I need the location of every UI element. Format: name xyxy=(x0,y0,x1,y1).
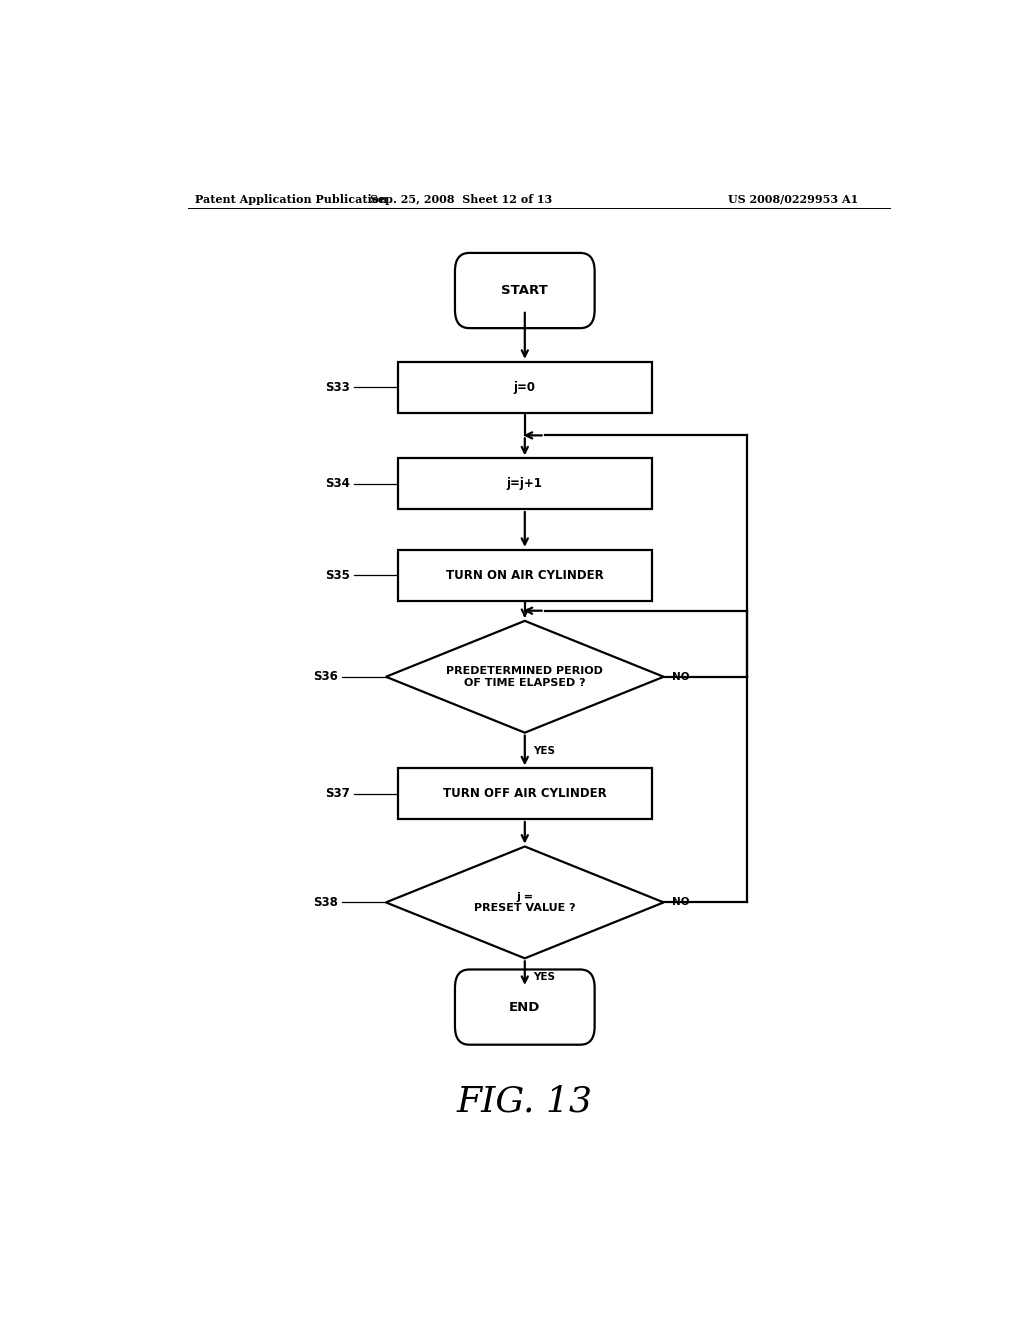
Text: US 2008/0229953 A1: US 2008/0229953 A1 xyxy=(728,194,858,205)
Text: j =
PRESET VALUE ?: j = PRESET VALUE ? xyxy=(474,891,575,913)
FancyBboxPatch shape xyxy=(455,253,595,329)
Text: NO: NO xyxy=(672,898,689,907)
Text: S34: S34 xyxy=(326,477,350,490)
Text: NO: NO xyxy=(672,672,689,681)
Bar xyxy=(397,768,651,818)
Text: S35: S35 xyxy=(326,569,350,582)
Text: FIG. 13: FIG. 13 xyxy=(457,1085,593,1118)
Polygon shape xyxy=(386,846,664,958)
Text: S37: S37 xyxy=(326,787,350,800)
Text: S38: S38 xyxy=(313,896,338,909)
Text: S33: S33 xyxy=(326,380,350,393)
Text: START: START xyxy=(502,284,548,297)
Bar xyxy=(397,458,651,510)
Text: YES: YES xyxy=(532,972,555,982)
Bar xyxy=(397,362,651,412)
Text: Patent Application Publication: Patent Application Publication xyxy=(196,194,388,205)
Polygon shape xyxy=(386,620,664,733)
Text: TURN OFF AIR CYLINDER: TURN OFF AIR CYLINDER xyxy=(443,787,606,800)
Text: Sep. 25, 2008  Sheet 12 of 13: Sep. 25, 2008 Sheet 12 of 13 xyxy=(371,194,552,205)
Text: TURN ON AIR CYLINDER: TURN ON AIR CYLINDER xyxy=(445,569,604,582)
FancyBboxPatch shape xyxy=(455,969,595,1044)
Text: j=j+1: j=j+1 xyxy=(507,477,543,490)
Text: S36: S36 xyxy=(313,671,338,684)
Text: j=0: j=0 xyxy=(514,380,536,393)
Text: END: END xyxy=(509,1001,541,1014)
Text: PREDETERMINED PERIOD
OF TIME ELAPSED ?: PREDETERMINED PERIOD OF TIME ELAPSED ? xyxy=(446,667,603,688)
Text: YES: YES xyxy=(532,746,555,756)
Bar xyxy=(397,549,651,601)
